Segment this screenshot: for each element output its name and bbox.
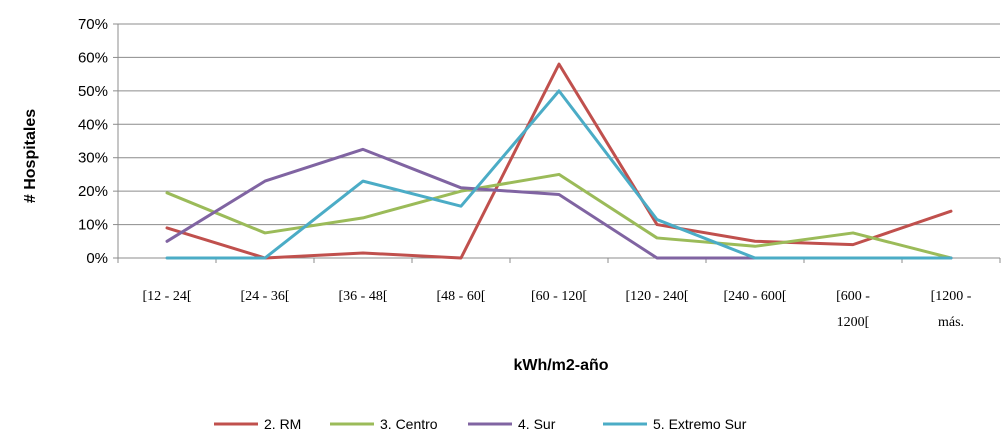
x-tick-label: [240 - 600[: [724, 289, 787, 304]
x-axis-title: kWh/m2-año: [513, 357, 608, 374]
x-tick-label: [24 - 36[: [241, 289, 290, 304]
series-line: [165, 172, 953, 260]
x-tick-label: [12 - 24[: [143, 289, 192, 304]
y-axis-ticks: 0% 10% 20% 30% 40% 50% 60% 70%: [78, 16, 108, 267]
series-line: [165, 89, 953, 260]
x-tick-label: 1200[: [837, 315, 870, 330]
legend-label: 2. RM: [264, 416, 301, 432]
x-tick-label: [1200 -: [931, 289, 972, 304]
y-tick-label: 70%: [78, 16, 108, 33]
legend-label: 3. Centro: [380, 416, 438, 432]
x-tick-label: [120 - 240[: [626, 289, 689, 304]
y-tick-label: 40%: [78, 116, 108, 133]
x-tick-label: [600 -: [836, 289, 870, 304]
series-lines: [165, 62, 953, 260]
gridlines: [113, 23, 1001, 263]
legend-label: 5. Extremo Sur: [653, 416, 747, 432]
x-axis-ticks: [12 - 24[ [24 - 36[ [36 - 48[ [48 - 60[ [60 …: [143, 289, 972, 330]
y-axis-title: # Hospitales: [22, 109, 39, 203]
x-tick-label: más.: [938, 315, 964, 330]
series-line: [165, 62, 953, 260]
x-tick-label: [60 - 120[: [531, 289, 587, 304]
y-tick-label: 0%: [86, 250, 108, 267]
y-tick-label: 20%: [78, 183, 108, 200]
legend-label: 4. Sur: [518, 416, 556, 432]
x-tick-label: [48 - 60[: [437, 289, 486, 304]
y-tick-label: 10%: [78, 217, 108, 234]
y-tick-label: 50%: [78, 83, 108, 100]
legend: 2. RM 3. Centro 4. Sur 5. Extremo Sur: [214, 416, 747, 432]
y-tick-label: 30%: [78, 150, 108, 167]
y-tick-label: 60%: [78, 49, 108, 66]
x-tick-label: [36 - 48[: [339, 289, 388, 304]
